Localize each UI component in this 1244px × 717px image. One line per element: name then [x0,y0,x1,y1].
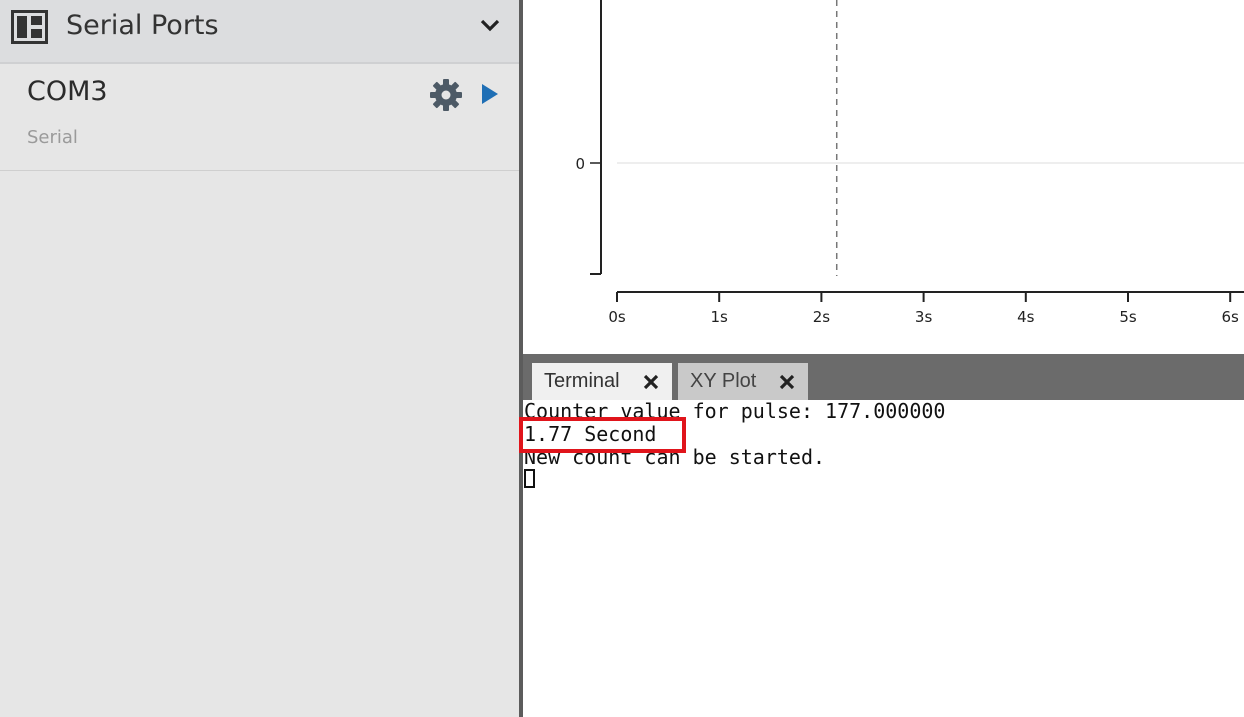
close-icon[interactable] [778,373,796,391]
tab-xy-plot[interactable]: XY Plot [678,363,808,400]
tab-terminal-label: Terminal [544,370,620,392]
x-tick-label: 1s [711,308,729,326]
close-icon[interactable] [642,373,660,391]
plot-area: 0 0s 1s 2s 3s 4s 5s 6s [523,0,1244,354]
x-tick-label: 3s [915,308,933,326]
terminal-cursor [524,469,535,488]
terminal-output[interactable]: Counter value for pulse: 177.000000 1.77… [519,399,1244,717]
x-tick-label: 6s [1222,308,1240,326]
panel-splitter[interactable] [519,0,523,717]
x-tick-label: 0s [608,308,626,326]
sidebar-title: Serial Ports [66,10,219,41]
port-type: Serial [27,127,78,148]
serial-ports-header[interactable]: Serial Ports [0,0,520,64]
tab-terminal[interactable]: Terminal [532,363,672,400]
tab-bar: Terminal XY Plot [523,354,1244,400]
tab-xy-plot-label: XY Plot [690,370,757,392]
terminal-line: 1.77 Second [524,422,657,446]
port-item-com3[interactable]: COM3 Serial [0,64,520,171]
chevron-down-icon[interactable] [478,14,502,38]
panel-layout-icon[interactable] [11,10,48,44]
x-tick-label: 4s [1017,308,1035,326]
y-tick-label: 0 [575,155,585,173]
x-tick-label: 5s [1119,308,1137,326]
highlight-box [519,417,686,453]
serial-ports-sidebar: Serial Ports COM3 Serial [0,0,520,717]
gear-icon[interactable] [429,78,463,112]
x-tick-label: 2s [813,308,831,326]
terminal-line: Counter value for pulse: 177.000000 [524,399,946,423]
play-icon[interactable] [480,83,500,105]
port-name: COM3 [27,76,108,107]
time-chart: 0 0s 1s 2s 3s 4s 5s 6s [575,0,1244,326]
